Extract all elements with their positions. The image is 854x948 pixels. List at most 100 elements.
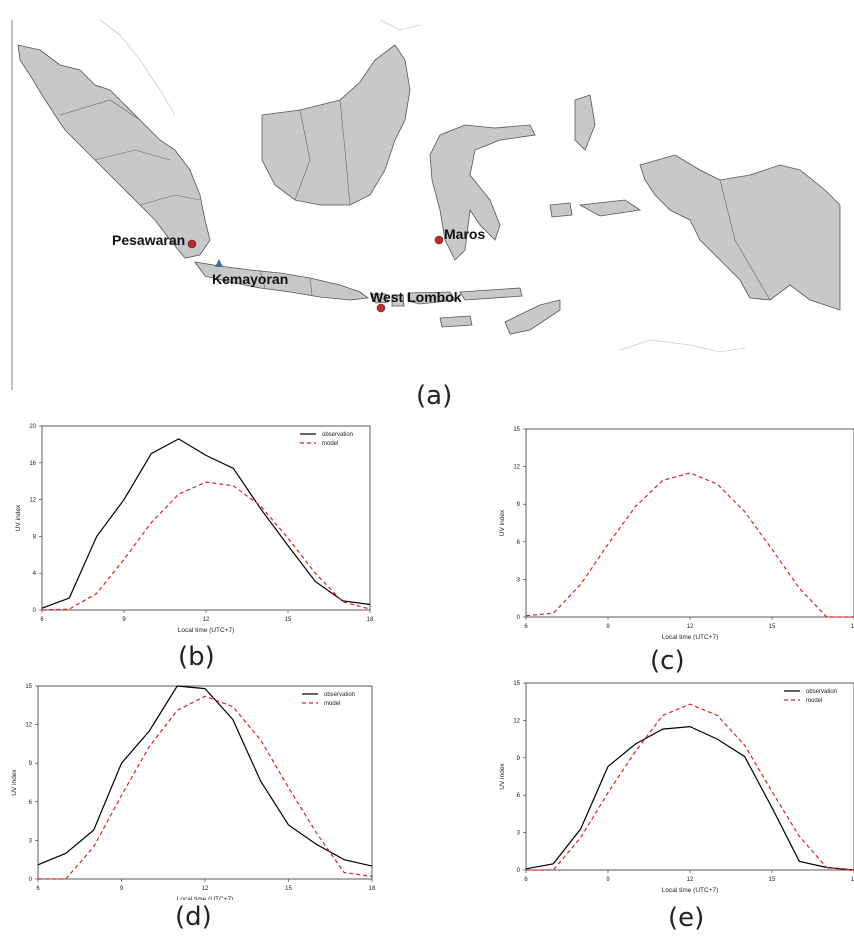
y-axis-label: UV index <box>11 769 18 796</box>
y-tick-label: 12 <box>25 723 32 729</box>
x-tick-label: 9 <box>606 877 610 883</box>
legend-label: observation <box>322 432 353 438</box>
marker-pesawaran <box>187 239 197 249</box>
island-halmahera <box>574 94 596 151</box>
legend-label: model <box>806 698 822 704</box>
island-papua <box>639 154 841 311</box>
legend-label: observation <box>806 689 837 695</box>
panel-label-e: (e) <box>668 903 705 933</box>
x-tick-label: 18 <box>369 886 376 892</box>
x-tick-label: 18 <box>851 624 854 630</box>
y-tick-label: 0 <box>33 608 37 614</box>
x-axis-label: Local time (UTC+7) <box>177 896 234 900</box>
label-pesawaran: Pesawaran <box>112 232 185 248</box>
label-kemayoran: Kemayoran <box>212 271 288 287</box>
island-timor <box>504 299 561 335</box>
plot-frame <box>525 428 854 618</box>
x-tick-label: 15 <box>769 624 776 630</box>
y-tick-label: 3 <box>517 577 521 583</box>
province-boundaries <box>59 99 771 301</box>
panel-label-d: (d) <box>175 902 212 932</box>
series-line-model <box>38 695 373 880</box>
y-axis-label: UV index <box>499 763 506 790</box>
y-tick-label: 3 <box>29 838 33 844</box>
series-line-observation <box>525 725 854 871</box>
panel-label-a: (a) <box>416 381 453 411</box>
x-tick-label: 9 <box>606 624 610 630</box>
chart-c: 6 9 12 15 18 0 3 6 9 12 15 Local time (UTC+7) UV ind… <box>499 427 854 640</box>
x-tick-label: 6 <box>524 624 528 630</box>
y-tick-label: 12 <box>29 498 36 504</box>
y-tick-label: 9 <box>517 756 521 762</box>
panel-label-b: (b) <box>178 642 215 672</box>
y-tick-label: 6 <box>517 793 521 799</box>
y-tick-label: 9 <box>517 502 521 508</box>
legend-label: model <box>322 441 338 447</box>
y-axis-label: UV index <box>499 509 506 536</box>
y-tick-label: 6 <box>517 540 521 546</box>
marker-west-lombok <box>376 303 386 313</box>
y-tick-label: 0 <box>517 868 521 874</box>
marker-kemayoran <box>215 259 223 267</box>
series-line-model <box>41 481 371 611</box>
chart-b: 6 9 12 15 18 0 4 8 12 16 20 Local time (UTC+7) UV in… <box>15 424 374 634</box>
y-axis-label: UV index <box>15 504 22 531</box>
y-tick-label: 15 <box>25 684 32 690</box>
plot-frame <box>41 425 371 611</box>
series-line-observation <box>41 438 371 609</box>
series-line-series-0 <box>525 472 854 618</box>
chart-e: 6 9 12 15 18 0 3 6 9 12 15 Local time (UTC+7) UV ind… <box>499 681 854 894</box>
label-maros: Maros <box>444 226 485 242</box>
x-tick-label: 15 <box>285 617 292 623</box>
y-tick-label: 15 <box>513 427 520 433</box>
x-tick-label: 9 <box>122 617 126 623</box>
landmass-group <box>17 44 841 335</box>
island-sumbawa <box>407 291 456 305</box>
y-tick-label: 20 <box>29 424 36 430</box>
island-sulawesi <box>429 124 536 261</box>
y-tick-label: 16 <box>29 461 36 467</box>
y-tick-label: 0 <box>29 877 33 883</box>
island-bali <box>371 293 389 304</box>
plot-frame <box>37 685 373 880</box>
x-tick-label: 6 <box>524 877 528 883</box>
y-tick-label: 8 <box>33 534 37 540</box>
x-tick-label: 18 <box>851 877 854 883</box>
x-axis-label: Local time (UTC+7) <box>662 887 719 894</box>
y-tick-label: 0 <box>517 615 521 621</box>
chart-d: 6 9 12 15 18 0 3 6 9 12 15 Local time (UTC+7) UV ind… <box>11 684 376 900</box>
y-tick-label: 12 <box>513 718 520 724</box>
x-tick-label: 18 <box>367 617 374 623</box>
x-tick-label: 6 <box>36 886 40 892</box>
x-tick-label: 12 <box>203 617 210 623</box>
island-borneo <box>261 44 411 206</box>
y-tick-label: 3 <box>517 831 521 837</box>
panel-label-c: (c) <box>650 646 685 676</box>
y-tick-label: 15 <box>513 681 520 687</box>
island-buru <box>549 202 573 218</box>
y-tick-label: 9 <box>29 761 33 767</box>
neighbor-outlines <box>99 19 746 353</box>
legend-label: model <box>324 701 340 707</box>
x-tick-label: 6 <box>40 617 44 623</box>
x-axis-label: Local time (UTC+7) <box>178 627 235 634</box>
island-sumatra <box>17 44 211 259</box>
y-tick-label: 4 <box>33 571 37 577</box>
x-tick-label: 12 <box>687 877 694 883</box>
series-line-observation <box>37 685 373 867</box>
legend-label: observation <box>324 692 355 698</box>
island-flores <box>459 287 523 301</box>
series-line-model <box>526 703 854 871</box>
y-tick-label: 12 <box>513 465 520 471</box>
island-sumba <box>439 315 473 328</box>
x-tick-label: 12 <box>687 624 694 630</box>
x-tick-label: 12 <box>202 886 209 892</box>
island-seram <box>578 199 642 217</box>
island-lombok <box>391 294 405 307</box>
y-tick-label: 6 <box>29 800 33 806</box>
label-west-lombok: West Lombok <box>370 289 462 305</box>
x-tick-label: 15 <box>285 886 292 892</box>
indonesia-map: Pesawaran Kemayoran Maros West Lombok <box>11 19 841 390</box>
x-tick-label: 15 <box>769 877 776 883</box>
x-tick-label: 9 <box>120 886 124 892</box>
